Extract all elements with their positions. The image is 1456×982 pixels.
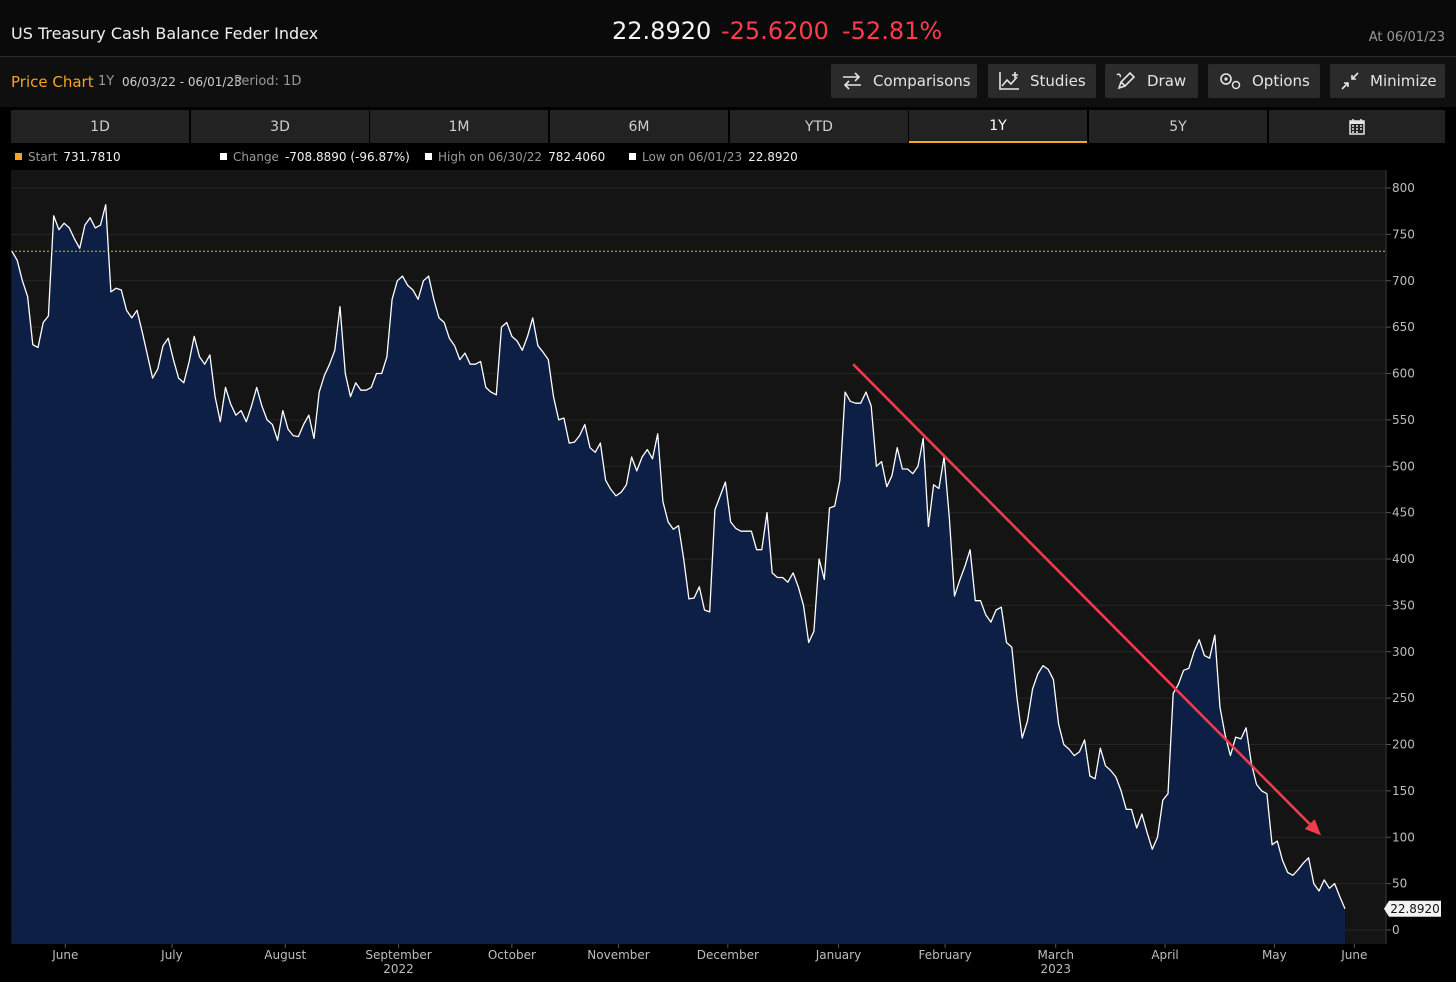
tab-1y[interactable]: 1Y [909,110,1087,143]
y-tick-label: 400 [1392,552,1415,566]
legend-low: Low on 06/01/23 22.8920 [629,150,798,164]
comparisons-button[interactable]: Comparisons [831,64,977,98]
price-chart-label: Price Chart [11,73,94,91]
tab-6m[interactable]: 6M [550,110,728,143]
draw-button[interactable]: Draw [1105,64,1198,98]
minimize-button[interactable]: Minimize [1330,64,1445,98]
tab-1m[interactable]: 1M [370,110,548,143]
swap-arrows-icon [843,72,861,90]
x-tick-label: September [365,948,431,962]
gears-icon [1220,73,1241,90]
draw-label: Draw [1147,72,1187,90]
y-tick-label: 450 [1392,506,1415,520]
x-tick-label: June [1340,948,1367,962]
legend-start: Start 731.7810 [15,150,121,164]
last-value-flag-label: 22.8920 [1390,902,1440,916]
y-tick-label: 650 [1392,320,1415,334]
x-tick-label: July [160,948,183,962]
trend-arrow [852,363,1322,836]
chart-svg[interactable]: 0 50 100 150 200 250 300 350 400 450 500 550 600 650 7… [0,168,1456,978]
resolution-label: Period: 1D [234,74,302,89]
y-tick-label: 350 [1392,598,1415,612]
x-tick-label: March [1037,948,1074,962]
pencil-icon [1116,71,1136,90]
y-tick-label: 50 [1392,877,1407,891]
y-tick-label: 700 [1392,274,1415,288]
tab-1d[interactable]: 1D [11,110,189,143]
price-chart[interactable]: 0 50 100 150 200 250 300 350 400 450 500 550 600 650 7… [0,168,1456,978]
period-label: 1Y [98,74,115,89]
y-tick-label: 750 [1392,227,1415,241]
y-tick-label: 550 [1392,413,1415,427]
y-tick-label: 150 [1392,784,1415,798]
tab-calendar[interactable] [1269,110,1445,143]
x-tick-label: January [815,948,862,962]
y-tick-label: 300 [1392,645,1415,659]
y-tick-label: 100 [1392,830,1415,844]
x-tick-year-label: 2023 [1040,962,1071,976]
x-tick-label: February [919,948,972,962]
minimize-label: Minimize [1370,72,1437,90]
security-title: US Treasury Cash Balance Feder Index [11,24,319,43]
studies-button[interactable]: Studies [988,64,1096,98]
x-tick-label: August [264,948,306,962]
chart-plus-icon [999,72,1019,90]
y-tick-label: 200 [1392,738,1415,752]
series-line [11,204,1346,910]
x-tick-label: May [1262,948,1287,962]
legend-start-swatch [15,153,22,160]
x-tick-label: April [1151,948,1178,962]
last-value-flag: 22.8920 [1384,900,1441,917]
tab-ytd[interactable]: YTD [730,110,908,143]
legend-change: Change -708.8890 (-96.87%) [220,150,410,164]
y-tick-label: 250 [1392,691,1415,705]
last-value-flag-bg [1384,900,1441,917]
x-tick-label: October [488,948,536,962]
y-tick-label: 0 [1392,923,1400,937]
as-of-date: At 06/01/23 [1368,30,1445,45]
x-tick-year-label: 2022 [383,962,414,976]
x-tick-label: November [587,948,649,962]
y-tick-label: 800 [1392,181,1415,195]
calendar-icon [1349,119,1365,135]
date-range: 06/03/22 - 06/01/23 [122,75,242,89]
legend-high-swatch [425,153,432,160]
series-area [12,204,1345,944]
last-value: 22.8920 [612,17,712,45]
legend-low-swatch [629,153,636,160]
minimize-arrows-icon [1341,72,1359,90]
legend-change-swatch [220,153,227,160]
x-tick-label: December [697,948,759,962]
tab-5y[interactable]: 5Y [1089,110,1267,143]
chart-header: US Treasury Cash Balance Feder Index 22.… [0,0,1456,57]
tab-3d[interactable]: 3D [191,110,369,143]
y-axis: 0 50 100 150 200 250 300 350 400 450 500 550 600 650 7… [1386,181,1415,937]
period-tabs: 1D 3D 1M 6M YTD 1Y 5Y [11,110,1445,143]
legend-high: High on 06/30/22 782.4060 [425,150,605,164]
x-tick-label: June [51,948,78,962]
studies-label: Studies [1030,72,1086,90]
trend-arrow-shaft [852,363,1311,825]
chart-legend: Start 731.7810 Change -708.8890 (-96.87%) … [0,148,1456,168]
y-tick-label: 600 [1392,367,1415,381]
options-label: Options [1252,72,1310,90]
percent-change: -52.81% [842,17,943,45]
y-tick-label: 500 [1392,459,1415,473]
options-button[interactable]: Options [1208,64,1320,98]
trend-arrow-head [1304,819,1322,836]
net-change: -25.6200 [721,17,829,45]
comparisons-label: Comparisons [873,72,971,90]
